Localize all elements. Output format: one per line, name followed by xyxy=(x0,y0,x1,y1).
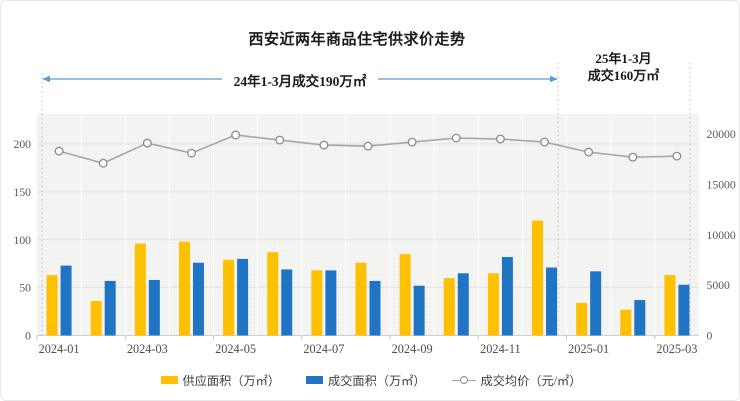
svg-text:0: 0 xyxy=(25,330,31,343)
annotation-2024-label: 24年1-3月成交190万㎡ xyxy=(221,74,379,89)
transaction-swatch-icon xyxy=(306,376,324,384)
legend-label-price: 成交均价（元/㎡） xyxy=(480,374,582,388)
legend-item-transaction: 成交面积（万㎡） xyxy=(306,371,426,389)
svg-text:15000: 15000 xyxy=(707,178,736,191)
annotation-2025-line2: 成交160万㎡ xyxy=(587,68,660,83)
svg-text:10000: 10000 xyxy=(707,229,736,242)
svg-text:2024-05: 2024-05 xyxy=(215,342,256,356)
annotation-2025: 25年1-3月 成交160万㎡ xyxy=(557,50,690,84)
legend-label-transaction: 成交面积（万㎡） xyxy=(328,374,426,388)
svg-text:2024-09: 2024-09 xyxy=(392,342,433,356)
svg-text:2024-07: 2024-07 xyxy=(303,342,344,356)
svg-text:100: 100 xyxy=(13,234,31,247)
price-circle-icon xyxy=(459,376,468,384)
price-line-marker-icon xyxy=(451,375,476,385)
chart-title: 西安近两年商品住宅供求价走势 xyxy=(248,32,466,48)
svg-text:0: 0 xyxy=(707,330,713,343)
svg-text:150: 150 xyxy=(13,186,31,199)
svg-text:20000: 20000 xyxy=(707,128,736,141)
svg-text:50: 50 xyxy=(19,282,31,295)
legend-item-supply: 供应面积（万㎡） xyxy=(160,371,281,389)
svg-text:2025-03: 2025-03 xyxy=(656,342,697,356)
legend: 供应面积（万㎡） 成交面积（万㎡） 成交均价（元/㎡） xyxy=(1,371,739,389)
svg-text:200: 200 xyxy=(13,138,31,151)
annotation-2025-line1: 25年1-3月 xyxy=(595,51,652,66)
svg-text:2024-03: 2024-03 xyxy=(127,342,168,356)
supply-swatch-icon xyxy=(160,376,178,384)
svg-text:2025-01: 2025-01 xyxy=(568,342,609,356)
legend-label-supply: 供应面积（万㎡） xyxy=(182,374,281,388)
legend-item-price: 成交均价（元/㎡） xyxy=(451,371,582,389)
svg-text:5000: 5000 xyxy=(707,279,731,292)
annotation-2024: 24年1-3月成交190万㎡ xyxy=(42,70,558,91)
svg-text:2024-01: 2024-01 xyxy=(39,342,80,356)
svg-text:2024-11: 2024-11 xyxy=(480,342,521,356)
